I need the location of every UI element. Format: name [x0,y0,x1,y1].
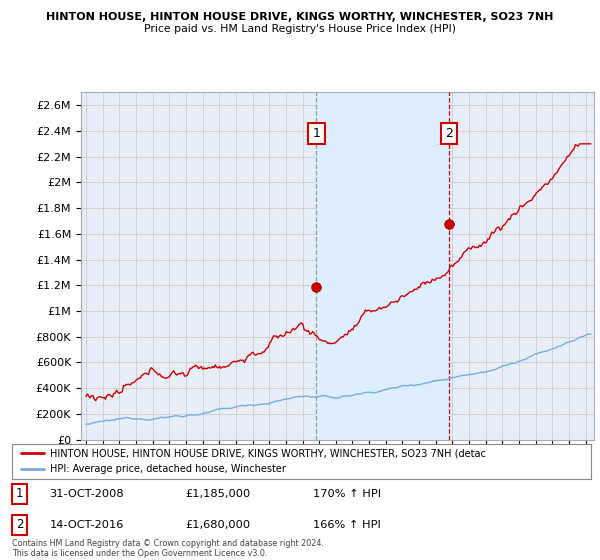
Text: 31-OCT-2008: 31-OCT-2008 [50,489,124,499]
Text: £1,185,000: £1,185,000 [186,489,251,499]
Text: £1,680,000: £1,680,000 [186,520,251,530]
Text: 1: 1 [16,487,23,501]
Text: HINTON HOUSE, HINTON HOUSE DRIVE, KINGS WORTHY, WINCHESTER, SO23 7NH (detac: HINTON HOUSE, HINTON HOUSE DRIVE, KINGS … [50,448,485,458]
Text: 14-OCT-2016: 14-OCT-2016 [50,520,124,530]
Text: HINTON HOUSE, HINTON HOUSE DRIVE, KINGS WORTHY, WINCHESTER, SO23 7NH: HINTON HOUSE, HINTON HOUSE DRIVE, KINGS … [46,12,554,22]
Text: Price paid vs. HM Land Registry's House Price Index (HPI): Price paid vs. HM Land Registry's House … [144,24,456,34]
Text: HPI: Average price, detached house, Winchester: HPI: Average price, detached house, Winc… [50,464,286,474]
Text: 166% ↑ HPI: 166% ↑ HPI [313,520,381,530]
Text: 2: 2 [445,127,453,140]
Text: 2: 2 [16,518,23,531]
Text: 170% ↑ HPI: 170% ↑ HPI [313,489,381,499]
Bar [316,92,449,440]
Text: 1: 1 [313,127,320,140]
Text: Contains HM Land Registry data © Crown copyright and database right 2024.
This d: Contains HM Land Registry data © Crown c… [12,539,324,558]
